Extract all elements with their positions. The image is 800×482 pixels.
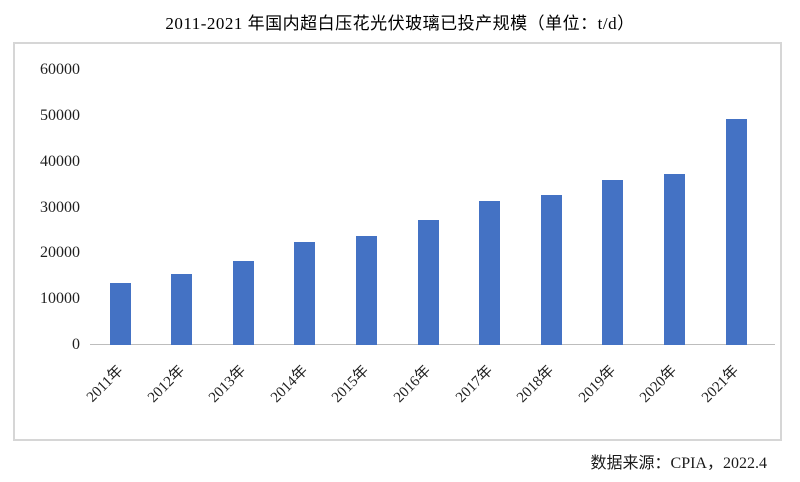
source-note: 数据来源：CPIA，2022.4: [590, 455, 767, 472]
chart-title: 2011-2021 年国内超白压花光伏玻璃已投产规模（单位：t/d）: [165, 14, 635, 33]
chart-frame: [13, 42, 782, 441]
